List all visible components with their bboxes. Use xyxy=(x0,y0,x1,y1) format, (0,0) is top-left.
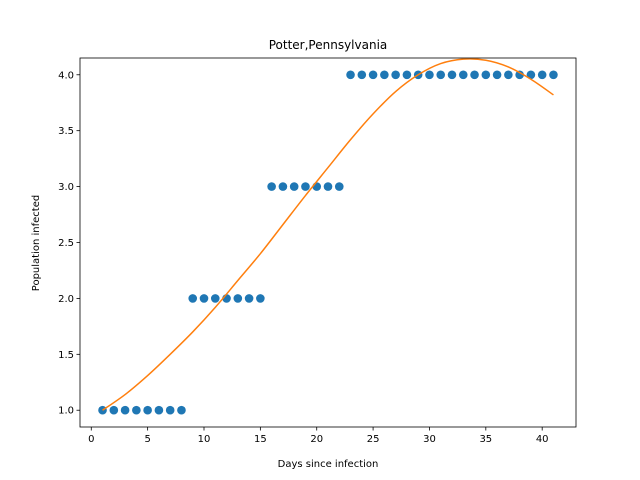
scatter-point xyxy=(210,294,220,303)
scatter-point xyxy=(481,70,491,80)
x-tick-label: 0 xyxy=(88,434,94,445)
scatter-point xyxy=(267,182,276,191)
fit-curve-line xyxy=(102,58,554,411)
x-tick-label: 35 xyxy=(479,434,492,445)
scatter-point xyxy=(391,70,400,80)
scatter-point xyxy=(244,294,254,303)
scatter-point xyxy=(549,70,558,80)
scatter-point xyxy=(425,70,434,80)
y-tick-label: 2.5 xyxy=(58,238,74,249)
scatter-point xyxy=(120,405,130,415)
scatter-point xyxy=(368,70,378,80)
scatter-point xyxy=(323,182,333,191)
x-tick-label: 15 xyxy=(254,434,267,445)
scatter-point xyxy=(154,405,164,415)
scatter-point xyxy=(301,182,310,191)
x-tick-label: 5 xyxy=(144,434,150,445)
scatter-point xyxy=(312,182,322,191)
scatter-point xyxy=(402,70,412,80)
scatter-point xyxy=(504,70,513,80)
scatter-point xyxy=(458,70,468,80)
scatter-point xyxy=(380,70,389,80)
y-tick-label: 3.5 xyxy=(58,126,74,137)
scatter-point xyxy=(515,70,524,80)
scatter-point xyxy=(143,405,152,415)
scatter-point xyxy=(177,405,186,415)
y-tick-label: 3.0 xyxy=(58,182,74,193)
x-tick-label: 40 xyxy=(536,434,549,445)
scatter-point xyxy=(289,182,299,191)
x-tick-label: 10 xyxy=(198,434,211,445)
x-tick-label: 25 xyxy=(367,434,380,445)
y-tick-label: 4.0 xyxy=(58,70,74,81)
x-tick-label: 30 xyxy=(423,434,436,445)
scatter-point xyxy=(165,405,175,415)
scatter-point xyxy=(346,70,355,80)
scatter-point xyxy=(256,294,265,303)
scatter-point xyxy=(436,70,446,80)
scatter-point xyxy=(334,182,344,191)
scatter-point xyxy=(98,405,107,415)
y-tick-label: 1.0 xyxy=(58,406,74,417)
scatter-point xyxy=(357,70,367,80)
x-tick-label: 20 xyxy=(310,434,323,445)
scatter-point xyxy=(109,405,119,415)
scatter-point xyxy=(526,70,536,80)
scatter-point xyxy=(233,294,243,303)
x-axis: 0 5 10 15 20 25 30 35 40 xyxy=(88,427,549,445)
x-axis-title: Days since infection xyxy=(278,459,379,470)
y-axis: 1.0 1.5 2.0 2.5 3.0 3.5 4.0 xyxy=(58,70,80,417)
scatter-point xyxy=(447,70,457,80)
y-tick-label: 2.0 xyxy=(58,294,74,305)
scatter-point xyxy=(537,70,547,80)
scatter-point xyxy=(470,70,479,80)
chart-title: Potter,Pennsylvania xyxy=(269,38,388,52)
y-axis-title: Population infected xyxy=(31,195,42,291)
y-tick-label: 1.5 xyxy=(58,350,74,361)
scatter-point xyxy=(132,405,141,415)
scatter-point xyxy=(492,70,502,80)
scatter-point xyxy=(188,294,198,303)
scatter-point xyxy=(199,294,209,303)
scatter-point xyxy=(278,182,288,191)
plot-area xyxy=(98,58,558,415)
